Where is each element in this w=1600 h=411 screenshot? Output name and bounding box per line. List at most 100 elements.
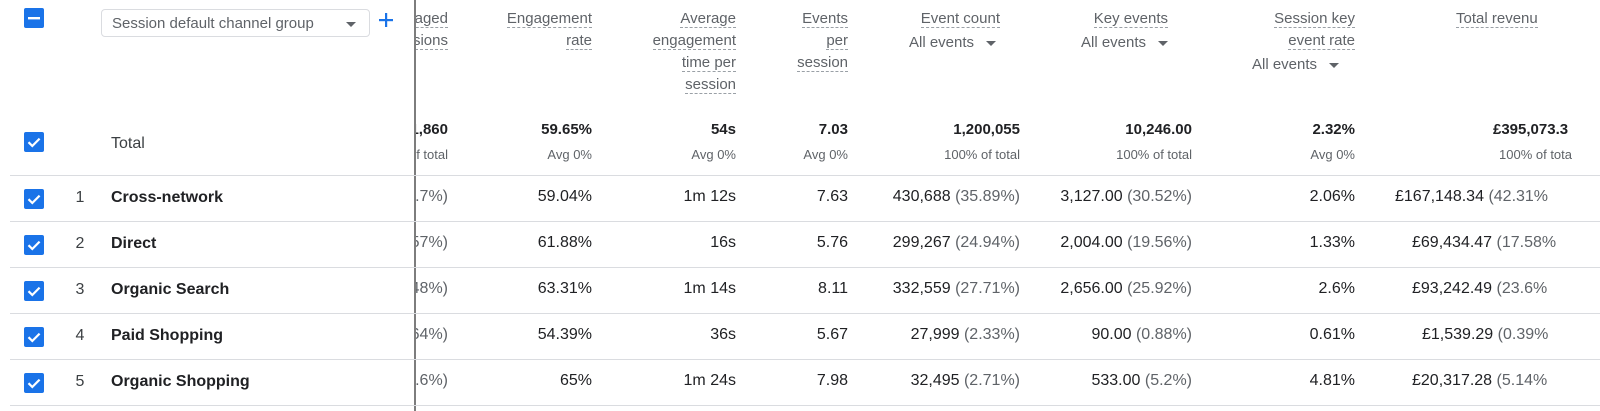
row-number: 1	[75, 189, 85, 206]
row-divider	[10, 405, 1600, 406]
plus-icon[interactable]	[376, 10, 396, 30]
session-key-event-rate-filter[interactable]: All events	[1252, 56, 1340, 73]
total-session-key-event-rate: 2.32%	[1312, 121, 1355, 138]
dimension-pane: Session default channel group Total 1 Cro…	[0, 0, 414, 411]
cell-engagement-rate: 65%	[559, 372, 592, 389]
check-icon	[27, 137, 41, 148]
total-event-count-sub: 100% of total	[944, 147, 1020, 162]
check-icon	[27, 240, 41, 251]
total-avg-engagement-time: 54s	[710, 121, 736, 138]
header-events-per-session[interactable]: Events per session	[797, 10, 848, 72]
cell-event-count: 299,267 (24.94%)	[892, 234, 1020, 251]
cell-engaged-sessions: 2.6%)	[416, 372, 448, 389]
row-number: 2	[75, 235, 85, 252]
cell-avg-engagement-time: 1m 24s	[683, 372, 736, 389]
dimension-selector[interactable]: Session default channel group	[101, 9, 370, 37]
cell-engagement-rate: 61.88%	[537, 234, 592, 251]
caret-down-icon	[1329, 62, 1340, 68]
total-checkbox[interactable]	[24, 132, 44, 152]
cell-session-key-event-rate: 2.06%	[1309, 188, 1355, 205]
cell-engaged-sessions: .48%)	[416, 280, 448, 297]
cell-event-count: 32,495 (2.71%)	[910, 372, 1020, 389]
total-engagement-rate: 59.65%	[541, 121, 592, 138]
total-events-per-session-sub: Avg 0%	[803, 147, 848, 162]
cell-key-events: 90.00 (0.88%)	[1091, 326, 1192, 343]
cell-engagement-rate: 54.39%	[537, 326, 592, 343]
row-checkbox[interactable]	[24, 189, 44, 209]
caret-down-icon	[1158, 40, 1169, 46]
cell-engaged-sessions: 2.7%)	[416, 188, 448, 205]
row-checkbox[interactable]	[24, 327, 44, 347]
key-events-filter[interactable]: All events	[1081, 34, 1169, 51]
cell-session-key-event-rate: 1.33%	[1309, 234, 1355, 251]
check-icon	[27, 378, 41, 389]
check-icon	[27, 286, 41, 297]
channel-name[interactable]: Organic Shopping	[111, 373, 250, 390]
header-session-key-event-rate[interactable]: Session key event rate	[1274, 10, 1355, 50]
cell-session-key-event-rate: 4.81%	[1309, 372, 1355, 389]
header-engagement-rate[interactable]: Engagement rate	[506, 10, 592, 50]
cell-events-per-session: 7.98	[816, 372, 848, 389]
cell-total-revenue: £93,242.49 (23.6%	[1412, 280, 1548, 297]
row-divider	[10, 359, 1600, 360]
cell-session-key-event-rate: 2.6%	[1318, 280, 1355, 297]
cell-key-events: 3,127.00 (30.52%)	[1060, 188, 1192, 205]
total-label: Total	[111, 135, 145, 152]
cell-total-revenue: £1,539.29 (0.39%	[1422, 326, 1549, 343]
cell-engagement-rate: 59.04%	[537, 188, 592, 205]
total-event-count: 1,200,055	[953, 121, 1020, 138]
dimension-selector-label: Session default channel group	[112, 15, 314, 32]
header-total-revenue[interactable]: Total revenu	[1456, 10, 1538, 28]
total-key-events-sub: 100% of total	[1116, 147, 1192, 162]
cell-avg-engagement-time: 36s	[710, 326, 736, 343]
header-key-events[interactable]: Key events	[1093, 10, 1168, 28]
cell-total-revenue: £69,434.47 (17.58%	[1412, 234, 1557, 251]
total-engagement-rate-sub: Avg 0%	[547, 147, 592, 162]
cell-total-revenue: £20,317.28 (5.14%	[1412, 372, 1548, 389]
cell-engaged-sessions: .64%)	[416, 326, 448, 343]
check-icon	[27, 332, 41, 343]
cell-key-events: 2,004.00 (19.56%)	[1060, 234, 1192, 251]
cell-engagement-rate: 63.31%	[537, 280, 592, 297]
event-count-filter[interactable]: All events	[909, 34, 997, 51]
frozen-column-divider[interactable]	[414, 0, 416, 411]
indeterminate-icon	[28, 17, 40, 20]
header-average-engagement-time[interactable]: Average engagement time per session	[652, 10, 736, 94]
cell-events-per-session: 8.11	[818, 280, 848, 297]
channel-name[interactable]: Paid Shopping	[111, 327, 223, 344]
channel-name[interactable]: Cross-network	[111, 189, 224, 206]
row-number: 3	[75, 281, 85, 298]
cell-session-key-event-rate: 0.61%	[1309, 326, 1355, 343]
cell-engaged-sessions: .57%)	[416, 234, 448, 251]
total-engaged-sessions-sub: of total	[416, 147, 448, 162]
channel-name[interactable]: Organic Search	[111, 281, 230, 298]
cell-avg-engagement-time: 16s	[710, 234, 736, 251]
total-revenue: £395,073.3	[1493, 121, 1569, 138]
row-checkbox[interactable]	[24, 373, 44, 393]
row-divider	[10, 175, 1600, 176]
total-revenue-sub: 100% of tota	[1499, 147, 1572, 162]
row-divider	[10, 313, 1600, 314]
total-key-events: 10,246.00	[1125, 121, 1192, 138]
row-divider	[10, 267, 1600, 268]
cell-key-events: 533.00 (5.2%)	[1091, 372, 1192, 389]
caret-down-icon	[346, 22, 356, 27]
cell-events-per-session: 5.67	[816, 326, 848, 343]
row-checkbox[interactable]	[24, 281, 44, 301]
cell-total-revenue: £167,148.34 (42.31%	[1395, 188, 1549, 205]
total-avg-engagement-time-sub: Avg 0%	[691, 147, 736, 162]
total-engaged-sessions: 1,860	[416, 121, 448, 138]
row-checkbox[interactable]	[24, 235, 44, 255]
row-divider	[10, 221, 1600, 222]
cell-events-per-session: 5.76	[816, 234, 848, 251]
total-session-key-event-rate-sub: Avg 0%	[1310, 147, 1355, 162]
cell-event-count: 332,559 (27.71%)	[892, 280, 1020, 297]
channel-name[interactable]: Direct	[111, 235, 157, 252]
row-number: 5	[75, 373, 85, 390]
header-event-count[interactable]: Event count	[920, 10, 1000, 28]
row-number: 4	[75, 327, 85, 344]
cell-avg-engagement-time: 1m 12s	[683, 188, 736, 205]
cell-event-count: 430,688 (35.89%)	[892, 188, 1020, 205]
select-all-checkbox[interactable]	[24, 8, 44, 28]
